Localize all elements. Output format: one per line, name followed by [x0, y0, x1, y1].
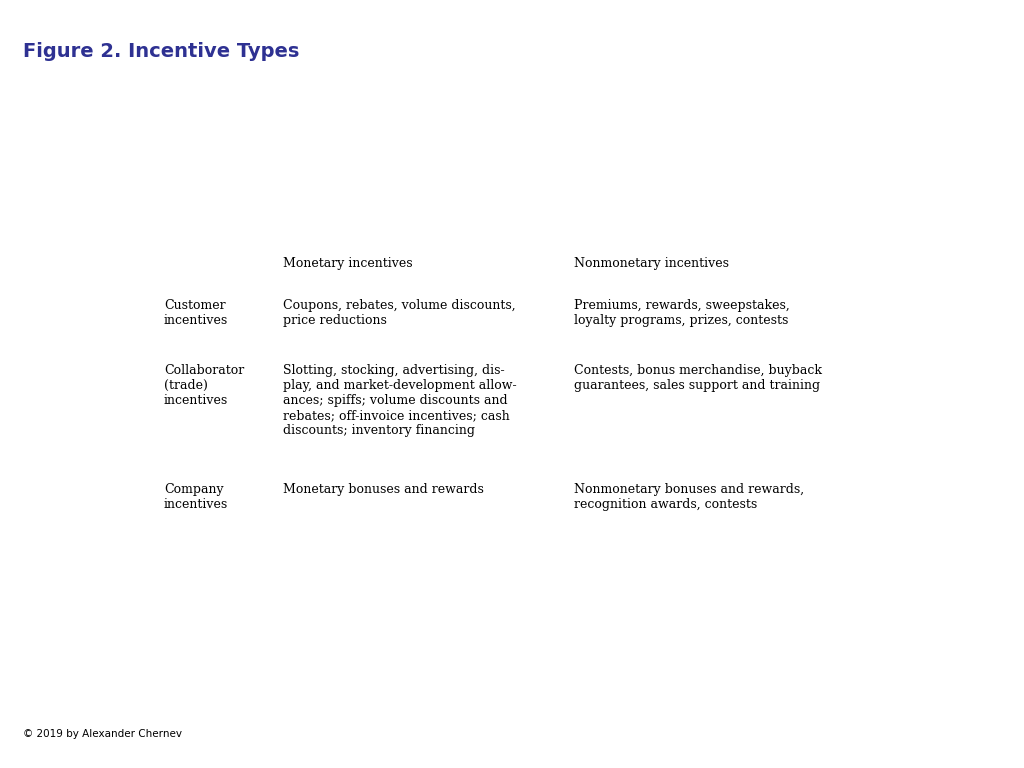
- Text: Monetary bonuses and rewards: Monetary bonuses and rewards: [283, 484, 483, 496]
- Text: Company
incentives: Company incentives: [164, 484, 228, 511]
- Text: Collaborator
(trade)
incentives: Collaborator (trade) incentives: [164, 364, 244, 407]
- Text: © 2019 by Alexander Chernev: © 2019 by Alexander Chernev: [23, 729, 181, 739]
- Text: Contests, bonus merchandise, buyback
guarantees, sales support and training: Contests, bonus merchandise, buyback gua…: [574, 364, 822, 392]
- Text: Premiums, rewards, sweepstakes,
loyalty programs, prizes, contests: Premiums, rewards, sweepstakes, loyalty …: [574, 299, 791, 327]
- Text: Slotting, stocking, advertising, dis-
play, and market-development allow-
ances;: Slotting, stocking, advertising, dis- pl…: [283, 364, 516, 438]
- Text: Monetary incentives: Monetary incentives: [283, 257, 413, 270]
- Text: Nonmonetary bonuses and rewards,
recognition awards, contests: Nonmonetary bonuses and rewards, recogni…: [574, 484, 805, 511]
- Text: Customer
incentives: Customer incentives: [164, 299, 228, 327]
- Text: Figure 2. Incentive Types: Figure 2. Incentive Types: [23, 42, 299, 61]
- Text: Coupons, rebates, volume discounts,
price reductions: Coupons, rebates, volume discounts, pric…: [283, 299, 515, 327]
- Text: Nonmonetary incentives: Nonmonetary incentives: [574, 257, 729, 270]
